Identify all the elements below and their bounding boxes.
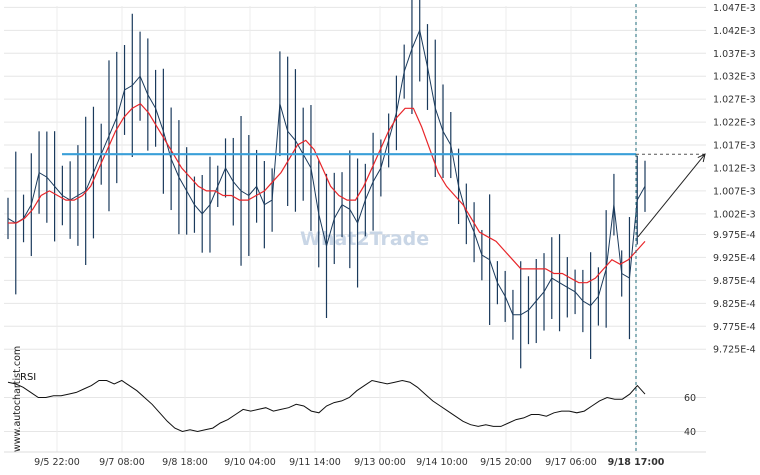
y-tick-label: 1.012E-3 bbox=[713, 163, 756, 174]
projection-arrow-line bbox=[637, 153, 706, 238]
moving-average-series bbox=[8, 102, 646, 284]
x-tick-label: 9/15 20:00 bbox=[480, 457, 532, 468]
x-tick-label: 9/13 00:00 bbox=[354, 457, 406, 468]
y-tick-label: 9.875E-4 bbox=[713, 276, 756, 287]
y-tick-label: 1.002E-3 bbox=[713, 209, 756, 220]
y-tick-label: 9.725E-4 bbox=[713, 345, 756, 356]
y-tick-label: 9.775E-4 bbox=[713, 322, 756, 333]
y-tick-label: 1.027E-3 bbox=[713, 95, 756, 106]
y-tick-label: 1.022E-3 bbox=[713, 118, 756, 129]
watermark: What2Trade bbox=[300, 228, 429, 250]
x-tick-label: 9/14 10:00 bbox=[416, 457, 468, 468]
rsi-line bbox=[7, 379, 646, 433]
rsi-axis: 60 40 bbox=[684, 393, 696, 438]
x-tick-label: 9/18 17:00 bbox=[608, 457, 665, 468]
rsi-series bbox=[7, 379, 646, 433]
rsi-tick-label: 40 bbox=[684, 427, 696, 438]
rsi-label: RSI bbox=[20, 372, 36, 383]
annotations bbox=[62, 4, 706, 452]
rsi-tick-label: 60 bbox=[684, 393, 696, 404]
price-series bbox=[7, 0, 646, 369]
x-tick-label: 9/8 18:00 bbox=[162, 457, 208, 468]
projection-arrow-head bbox=[697, 153, 706, 163]
y-tick-label: 1.007E-3 bbox=[713, 186, 756, 197]
moving-average-line bbox=[8, 102, 646, 284]
y-tick-label: 1.032E-3 bbox=[713, 72, 756, 83]
x-tick-label: 9/11 14:00 bbox=[289, 457, 341, 468]
y-tick-label: 1.037E-3 bbox=[713, 49, 756, 60]
side-text: www.autochartist.com bbox=[12, 346, 23, 452]
price-axis: 1.047E-3 1.042E-3 1.037E-3 1.032E-3 1.027E-3… bbox=[713, 3, 756, 356]
y-tick-label: 9.975E-4 bbox=[713, 230, 756, 241]
time-axis: 9/5 22:00 9/7 08:00 9/8 18:00 9/10 04:00 9/1… bbox=[34, 457, 665, 468]
y-tick-label: 1.047E-3 bbox=[713, 3, 756, 14]
x-tick-label: 9/7 08:00 bbox=[99, 457, 145, 468]
y-tick-label: 1.017E-3 bbox=[713, 141, 756, 152]
y-tick-label: 1.042E-3 bbox=[713, 26, 756, 37]
x-tick-label: 9/17 06:00 bbox=[545, 457, 597, 468]
y-tick-label: 9.825E-4 bbox=[713, 299, 756, 310]
y-tick-label: 9.925E-4 bbox=[713, 253, 756, 264]
x-tick-label: 9/5 22:00 bbox=[34, 457, 80, 468]
x-tick-label: 9/10 04:00 bbox=[224, 457, 276, 468]
